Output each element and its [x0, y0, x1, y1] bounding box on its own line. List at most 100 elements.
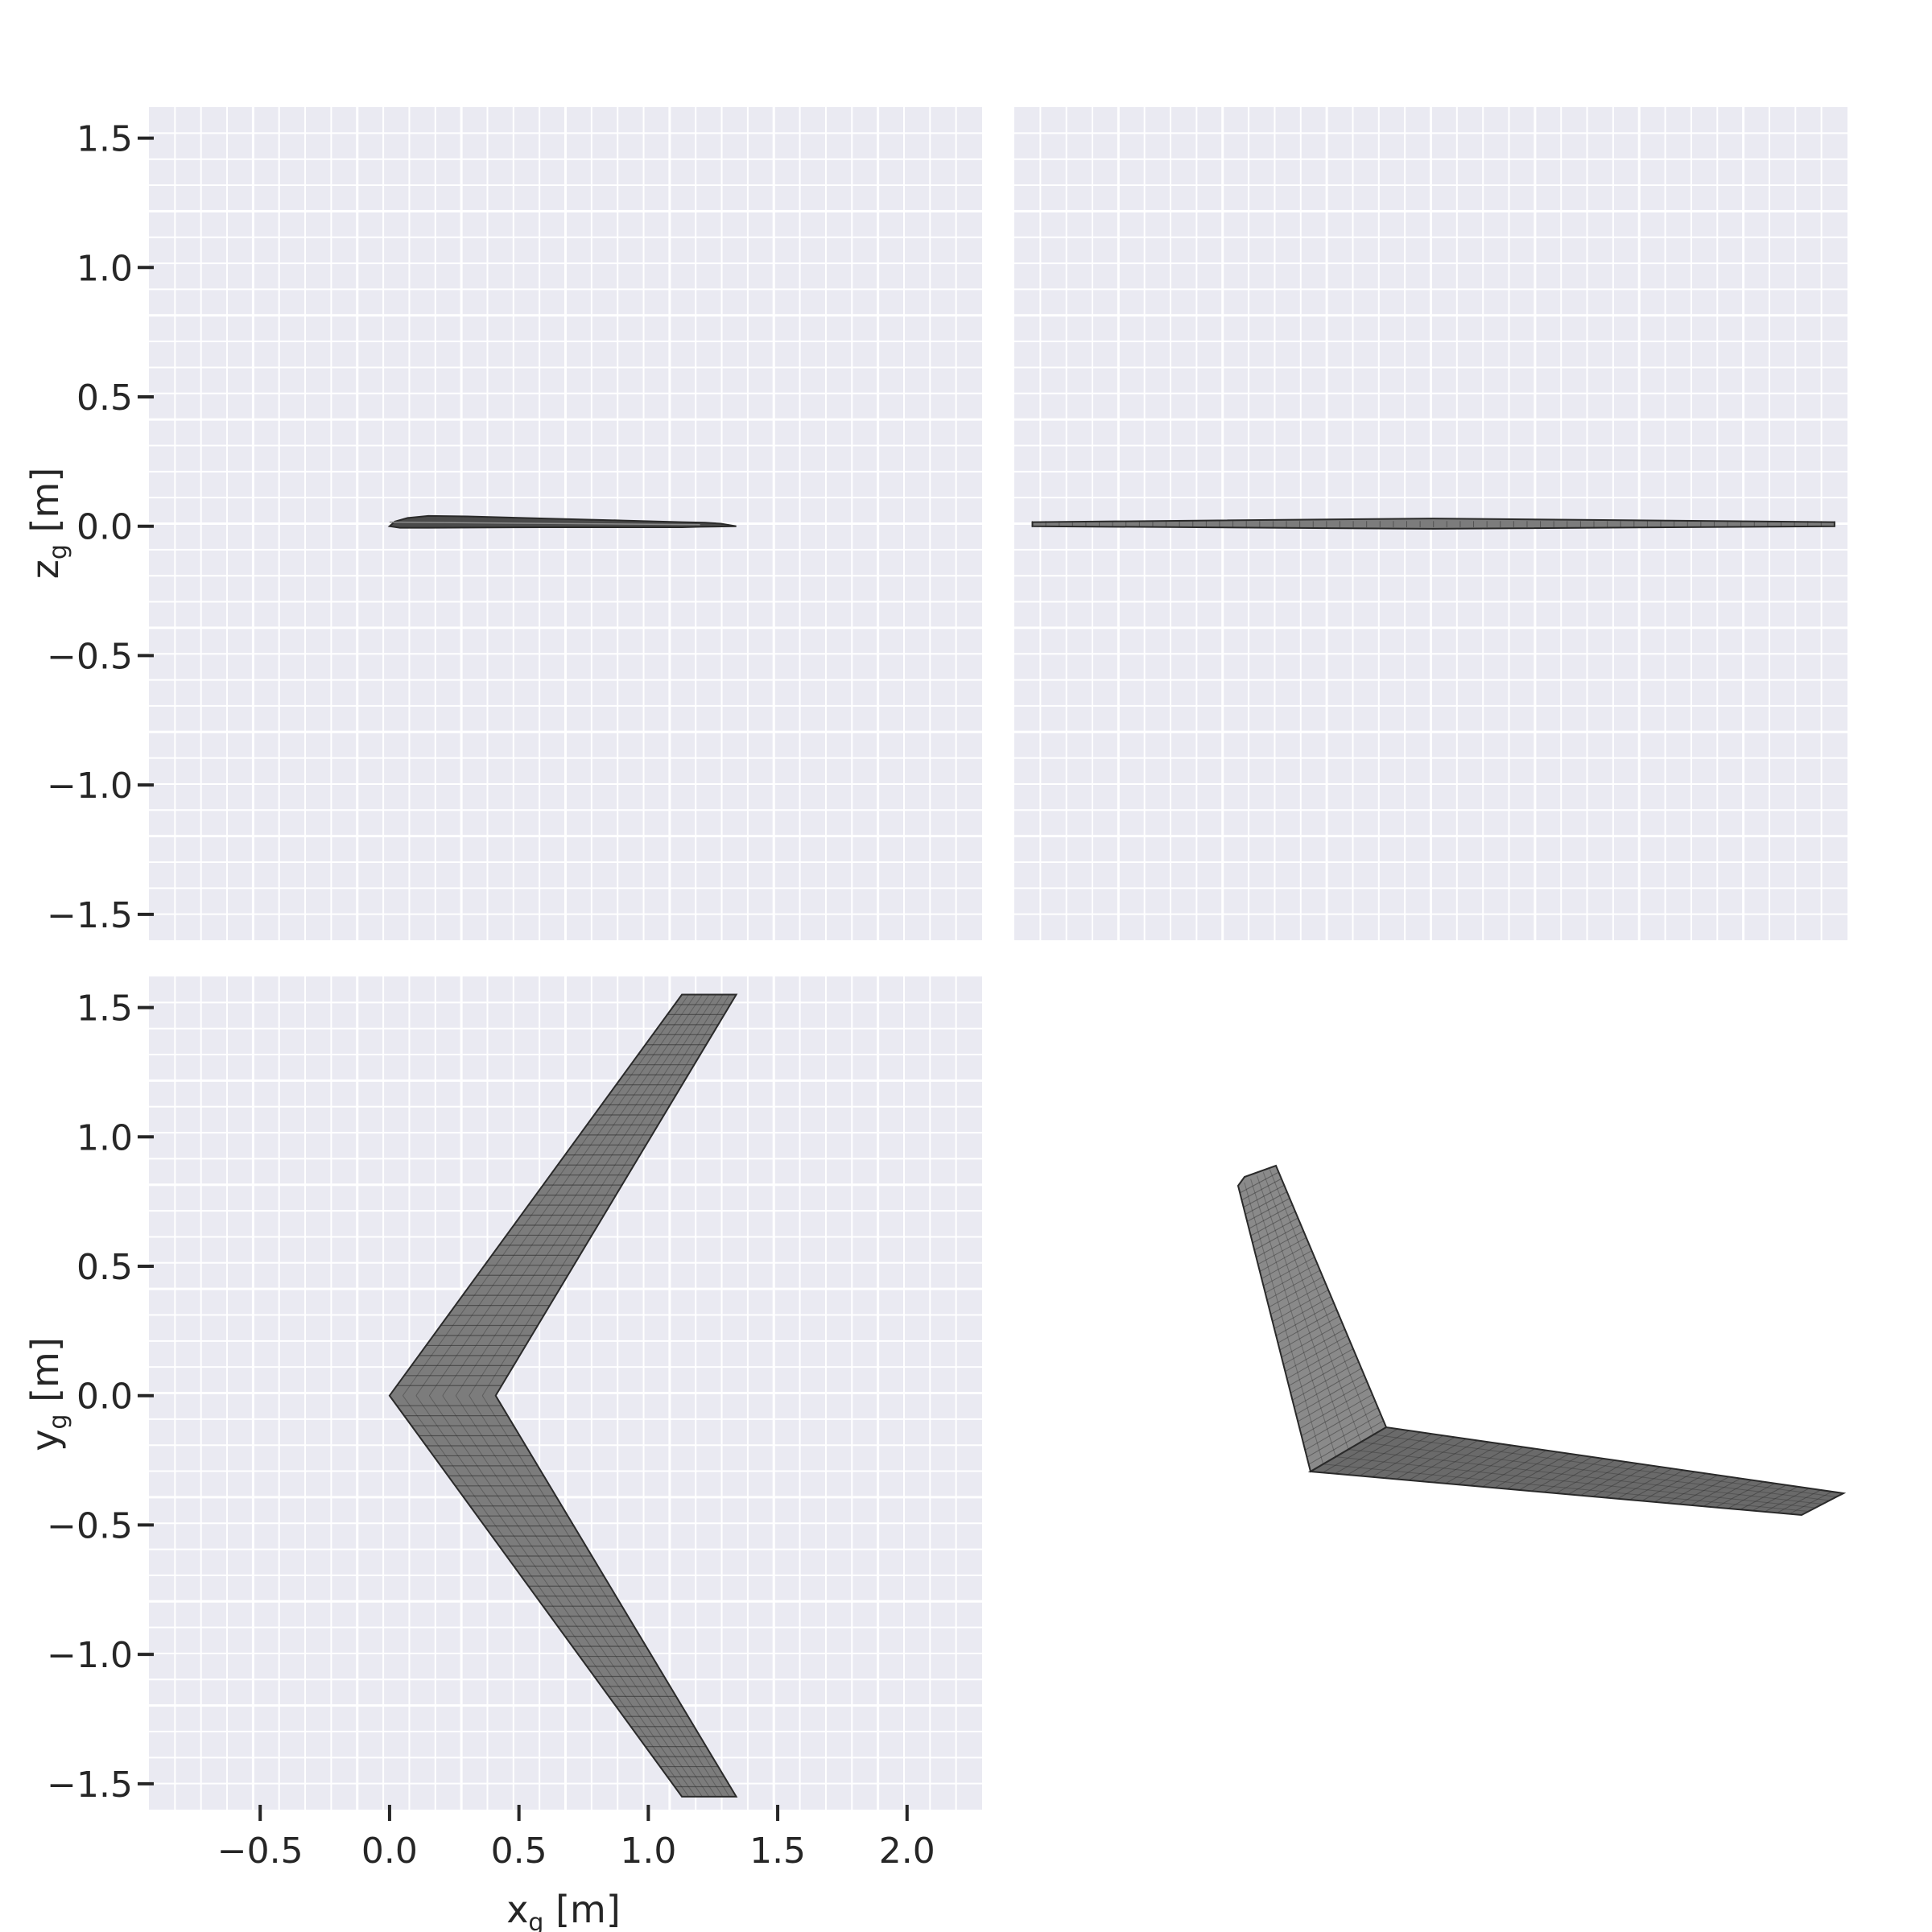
- iso-left-span-line: [1257, 1175, 1349, 1450]
- planform-span-line: [469, 994, 724, 1396]
- iso-left-span-line: [1250, 1179, 1336, 1457]
- iso-right-chord-line: [1347, 1431, 1421, 1476]
- iso-right-chord-line: [1482, 1450, 1547, 1488]
- top-view-yticks: 1.5 1.0 0.5 0.0 −0.5 −1.0 −1.5: [47, 989, 154, 1806]
- ytick-label: 1.0: [76, 248, 133, 289]
- top-view-planform: [388, 993, 738, 1798]
- top-view-grid: [149, 976, 982, 1810]
- iso-right-chord-line: [1641, 1471, 1695, 1501]
- planform-span-line: [455, 1395, 716, 1798]
- iso-left-chord-line: [1263, 1257, 1315, 1286]
- top-view-panel: 1.51.00.50.0−0.5−1.0−1.5 −0.5 0.0 0.5 1.0 1.…: [23, 976, 982, 1932]
- iso-right-chord-line: [1703, 1480, 1752, 1507]
- iso-left-chord-line: [1240, 1171, 1279, 1194]
- iso-right-chord-line: [1531, 1456, 1592, 1492]
- iso-left-span-line: [1262, 1172, 1362, 1443]
- iso-right-chord-line: [1371, 1435, 1444, 1478]
- xtick-label: −0.5: [217, 1831, 303, 1872]
- iso-right-span-line: [1348, 1449, 1823, 1505]
- iso-right-chord-line: [1445, 1445, 1513, 1484]
- iso-right-chord-line: [1752, 1486, 1798, 1512]
- iso-right-chord-line: [1494, 1451, 1558, 1488]
- front-view-wing: [1031, 518, 1835, 530]
- top-view-ylabel: yg [m]: [23, 1337, 72, 1451]
- iso-right-chord-line: [1789, 1491, 1833, 1515]
- ytick-label: 0.0: [76, 1377, 133, 1418]
- iso-right-chord-line: [1592, 1464, 1649, 1497]
- top-view-xlabel: xg [m]: [506, 1888, 621, 1932]
- planform-span-line: [428, 1395, 703, 1798]
- ytick-label: 0.0: [76, 507, 133, 548]
- iso-left-chord-line: [1286, 1341, 1351, 1380]
- isometric-wing: [1236, 1164, 1847, 1517]
- iso-right-wing: [1307, 1426, 1847, 1517]
- iso-right-chord-line: [1690, 1478, 1741, 1506]
- ytick-label: −1.0: [47, 766, 133, 807]
- side-view-grid: [149, 107, 982, 940]
- iso-right-chord-line: [1715, 1481, 1764, 1508]
- iso-left-chord-line: [1288, 1348, 1354, 1386]
- iso-left-chord-line: [1279, 1315, 1340, 1351]
- iso-left-chord-line: [1299, 1387, 1370, 1430]
- iso-right-chord-line: [1408, 1439, 1478, 1481]
- iso-right-chord-line: [1617, 1468, 1673, 1500]
- front-view-panel: [1014, 107, 1847, 940]
- iso-left-chord-line: [1285, 1335, 1348, 1373]
- iso-left-chord-line: [1269, 1276, 1323, 1308]
- iso-right-chord-line: [1506, 1453, 1570, 1490]
- iso-right-chord-line: [1580, 1463, 1638, 1496]
- xtick-label: 0.5: [491, 1831, 547, 1872]
- iso-right-chord-line: [1740, 1484, 1787, 1510]
- iso-left-chord-line: [1304, 1407, 1378, 1451]
- planform-span-line: [428, 994, 703, 1396]
- xtick-label: 1.5: [749, 1831, 806, 1872]
- iso-right-chord-line: [1604, 1466, 1662, 1498]
- planform-span-line: [469, 1395, 724, 1798]
- iso-left-chord-line: [1307, 1414, 1381, 1458]
- iso-right-chord-line: [1777, 1489, 1821, 1513]
- iso-left-chord-line: [1247, 1198, 1290, 1222]
- iso-left-chord-line: [1261, 1250, 1312, 1279]
- iso-right-chord-line: [1335, 1430, 1410, 1475]
- iso-right-chord-line: [1728, 1483, 1776, 1509]
- iso-left-chord-line: [1308, 1420, 1384, 1465]
- iso-right-chord-line: [1568, 1461, 1627, 1495]
- iso-right-chord-line: [1543, 1458, 1604, 1493]
- iso-right-chord-line: [1555, 1459, 1616, 1494]
- iso-right-chord-line: [1678, 1476, 1730, 1505]
- iso-left-chord-line: [1265, 1263, 1318, 1294]
- side-view-panel: 1.5 1.0 0.5 0.0 −0.5 −1.0 −1.5 zg [m]: [23, 107, 982, 940]
- iso-left-chord-line: [1270, 1282, 1326, 1315]
- planform-span-line: [442, 1395, 710, 1798]
- iso-right-chord-line: [1519, 1455, 1581, 1491]
- iso-left-chord-line: [1241, 1178, 1282, 1201]
- iso-right-chord-line: [1666, 1475, 1719, 1504]
- iso-left-chord-line: [1295, 1374, 1364, 1415]
- iso-left-chord-line: [1250, 1211, 1296, 1236]
- iso-left-chord-line: [1274, 1296, 1331, 1329]
- planform-span-line: [415, 994, 696, 1397]
- planform-span-line: [481, 994, 730, 1396]
- airfoil-camber-line: [389, 521, 700, 526]
- iso-left-chord-line: [1252, 1217, 1298, 1244]
- top-view-xticks: −0.5 0.0 0.5 1.0 1.5 2.0: [217, 1805, 935, 1872]
- iso-right-chord-line: [1384, 1436, 1455, 1479]
- ytick-label: 0.5: [76, 378, 133, 419]
- iso-right-span-line: [1373, 1434, 1837, 1497]
- iso-right-chord-line: [1396, 1438, 1467, 1480]
- planform-span-line: [402, 1395, 689, 1798]
- side-view-ylabel: zg [m]: [23, 468, 72, 580]
- xtick-label: 1.0: [620, 1831, 676, 1872]
- iso-right-chord-line: [1457, 1447, 1524, 1485]
- iso-left-chord-line: [1272, 1289, 1329, 1323]
- iso-right-chord-line: [1322, 1428, 1398, 1473]
- iso-right-span-line: [1335, 1456, 1816, 1509]
- planform-span-line: [415, 1395, 696, 1798]
- iso-left-chord-line: [1259, 1244, 1310, 1272]
- iso-left-chord-line: [1256, 1230, 1304, 1258]
- ytick-label: −1.0: [47, 1635, 133, 1676]
- iso-left-chord-line: [1245, 1191, 1287, 1215]
- iso-left-span-line: [1244, 1182, 1324, 1464]
- iso-left-chord-line: [1257, 1236, 1307, 1265]
- ytick-label: 1.5: [76, 119, 133, 160]
